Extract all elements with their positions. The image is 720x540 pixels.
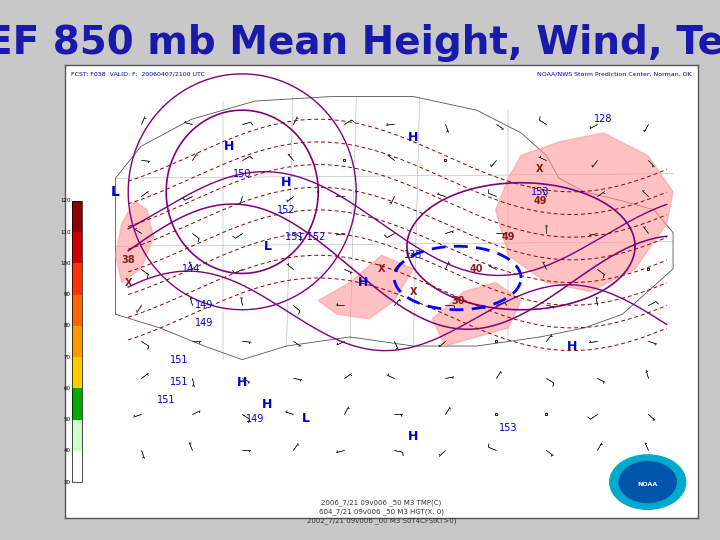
Text: NOAA/NWS Storm Prediction Center, Norman, OK: NOAA/NWS Storm Prediction Center, Norman… bbox=[537, 72, 692, 77]
Text: 49: 49 bbox=[534, 196, 546, 206]
Bar bbox=[73, 388, 82, 420]
Text: 604_7/21 09v006 _50 M3 HGT(X. 0): 604_7/21 09v006 _50 M3 HGT(X. 0) bbox=[319, 508, 444, 515]
Bar bbox=[73, 326, 82, 357]
Text: 40: 40 bbox=[63, 448, 71, 454]
Text: 149: 149 bbox=[246, 414, 264, 423]
Text: 90: 90 bbox=[63, 292, 71, 297]
Text: H: H bbox=[408, 430, 418, 443]
Text: X: X bbox=[125, 278, 132, 287]
Text: 128: 128 bbox=[594, 114, 613, 124]
Text: X: X bbox=[536, 164, 544, 174]
Bar bbox=[73, 232, 82, 264]
Text: 2006_7/21 09v006 _50 M3 TMP(C): 2006_7/21 09v006 _50 M3 TMP(C) bbox=[321, 499, 442, 506]
Text: H: H bbox=[262, 399, 273, 411]
Text: 50: 50 bbox=[63, 417, 71, 422]
Polygon shape bbox=[318, 255, 413, 319]
Text: L: L bbox=[302, 412, 310, 425]
Text: FCST: F038  VALID: F:  20060407/2100 UTC: FCST: F038 VALID: F: 20060407/2100 UTC bbox=[71, 72, 205, 77]
Text: 153: 153 bbox=[499, 423, 518, 433]
Text: SREF 850 mb Mean Height, Wind, Temp: SREF 850 mb Mean Height, Wind, Temp bbox=[0, 24, 720, 62]
Text: H: H bbox=[282, 176, 292, 189]
Text: 80: 80 bbox=[63, 323, 71, 328]
Text: 30: 30 bbox=[451, 296, 464, 306]
Bar bbox=[73, 264, 82, 295]
Text: 30: 30 bbox=[63, 480, 71, 484]
Text: 2002_7/21 09v006 _00 M3 S0T4CFSIKT>0): 2002_7/21 09v006 _00 M3 S0T4CFSIKT>0) bbox=[307, 517, 456, 524]
Text: H: H bbox=[237, 376, 248, 389]
Bar bbox=[73, 201, 82, 482]
Text: H: H bbox=[567, 340, 577, 353]
Text: 151: 151 bbox=[157, 395, 176, 406]
Bar bbox=[73, 201, 82, 232]
Bar bbox=[73, 420, 82, 451]
Text: X: X bbox=[378, 264, 385, 274]
Text: 100: 100 bbox=[60, 261, 71, 266]
Text: NOAA: NOAA bbox=[638, 482, 658, 487]
Text: 149: 149 bbox=[195, 300, 213, 310]
Text: 150: 150 bbox=[233, 168, 251, 179]
Text: 70: 70 bbox=[63, 355, 71, 360]
Bar bbox=[73, 295, 82, 326]
Text: 60: 60 bbox=[63, 386, 71, 391]
Polygon shape bbox=[115, 201, 153, 282]
Text: X: X bbox=[410, 287, 417, 296]
Polygon shape bbox=[432, 282, 521, 346]
Text: H: H bbox=[225, 140, 235, 153]
Text: 151: 151 bbox=[170, 377, 188, 387]
Text: 38: 38 bbox=[122, 255, 135, 265]
Circle shape bbox=[619, 462, 676, 503]
Text: 149: 149 bbox=[195, 319, 213, 328]
Text: 144: 144 bbox=[182, 264, 201, 274]
Text: 49: 49 bbox=[502, 232, 515, 242]
Bar bbox=[73, 451, 82, 482]
Text: 151 152: 151 152 bbox=[285, 232, 325, 242]
Polygon shape bbox=[495, 133, 673, 292]
Text: L: L bbox=[111, 185, 120, 199]
Bar bbox=[73, 357, 82, 388]
Text: 152: 152 bbox=[277, 205, 296, 215]
Text: H: H bbox=[408, 131, 418, 144]
Text: 120: 120 bbox=[60, 198, 71, 204]
Text: 40: 40 bbox=[470, 264, 483, 274]
Circle shape bbox=[610, 455, 685, 509]
Text: L: L bbox=[264, 240, 271, 253]
Text: 153: 153 bbox=[531, 187, 549, 197]
Text: 110: 110 bbox=[60, 230, 71, 234]
Text: H: H bbox=[357, 276, 368, 289]
Text: 151: 151 bbox=[170, 355, 188, 365]
Text: 135: 135 bbox=[404, 251, 423, 260]
